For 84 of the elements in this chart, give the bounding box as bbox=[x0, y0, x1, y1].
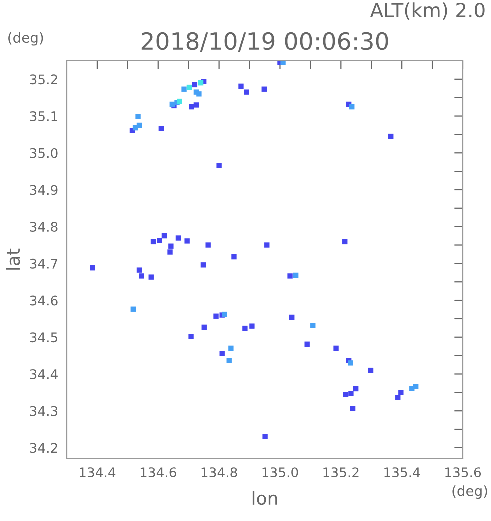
y-tick-label: 34.4 bbox=[30, 369, 58, 380]
point bbox=[182, 86, 187, 92]
point bbox=[196, 92, 202, 97]
point bbox=[290, 314, 295, 320]
point bbox=[136, 268, 142, 273]
x-tick-label: 135.4 bbox=[384, 468, 420, 478]
point bbox=[350, 406, 356, 412]
point bbox=[189, 104, 194, 110]
point bbox=[244, 90, 250, 95]
point bbox=[136, 114, 141, 120]
y-tick-label: 34.5 bbox=[30, 332, 58, 343]
x-tick-label: 135.2 bbox=[324, 468, 359, 478]
point bbox=[228, 346, 234, 352]
point bbox=[200, 262, 206, 268]
point bbox=[194, 102, 200, 108]
point bbox=[310, 322, 316, 328]
point bbox=[168, 244, 174, 249]
chart-title: 2018/10/19 00:06:30 bbox=[142, 32, 388, 52]
point bbox=[130, 306, 136, 312]
point bbox=[202, 324, 207, 330]
point bbox=[90, 266, 96, 271]
point bbox=[139, 274, 144, 279]
point bbox=[216, 163, 222, 168]
point bbox=[242, 326, 248, 332]
y-tick-label: 34.6 bbox=[30, 296, 58, 306]
y-tick-label: 34.9 bbox=[30, 185, 58, 196]
point bbox=[342, 239, 348, 245]
point bbox=[158, 126, 164, 132]
text: (deg) bbox=[8, 32, 44, 46]
point bbox=[226, 358, 232, 364]
point bbox=[398, 390, 404, 396]
point bbox=[334, 346, 339, 352]
x-tick-label: 134.8 bbox=[202, 468, 238, 478]
point bbox=[220, 351, 225, 356]
x-tick-label: 135.6 bbox=[446, 468, 482, 478]
point bbox=[288, 274, 293, 279]
point bbox=[184, 238, 190, 244]
point bbox=[177, 98, 182, 104]
x-tick-label: 134.4 bbox=[80, 468, 116, 478]
point bbox=[148, 274, 154, 280]
y-tick-label: 35.2 bbox=[30, 74, 58, 85]
point bbox=[348, 360, 354, 366]
point bbox=[250, 324, 255, 329]
point bbox=[157, 238, 163, 244]
point bbox=[413, 384, 419, 390]
y-tick-label: 34.3 bbox=[30, 406, 58, 416]
point bbox=[162, 233, 168, 239]
x-tick-label: 134.6 bbox=[140, 468, 176, 478]
point bbox=[343, 392, 349, 398]
point bbox=[280, 61, 286, 66]
text: (deg) bbox=[452, 486, 488, 500]
x-axis-title: lon bbox=[252, 491, 278, 506]
point bbox=[188, 334, 194, 340]
y-tick-label: 34.7 bbox=[30, 258, 58, 269]
y-tick-label: 34.2 bbox=[30, 443, 58, 454]
point bbox=[348, 391, 354, 396]
y-axis-title: lat bbox=[6, 248, 20, 270]
point bbox=[388, 134, 394, 140]
point bbox=[353, 386, 359, 392]
point bbox=[396, 395, 401, 400]
y-tick-label: 34.8 bbox=[30, 222, 58, 232]
point bbox=[262, 86, 267, 92]
point bbox=[150, 239, 156, 245]
point bbox=[198, 80, 204, 86]
point bbox=[186, 84, 192, 90]
point bbox=[132, 125, 138, 131]
point bbox=[304, 342, 310, 347]
point bbox=[262, 434, 268, 440]
point bbox=[368, 368, 374, 374]
point bbox=[238, 84, 244, 90]
x-tick-label: 135.0 bbox=[262, 468, 298, 478]
point bbox=[176, 236, 182, 241]
point bbox=[232, 254, 237, 260]
point bbox=[214, 314, 219, 319]
y-tick-label: 35.0 bbox=[30, 148, 58, 158]
y-tick-label: 35.1 bbox=[30, 112, 58, 122]
chart-subtitle: ALT(km) 2.0 bbox=[370, 2, 485, 20]
point bbox=[168, 250, 173, 255]
point bbox=[293, 272, 299, 278]
point bbox=[206, 242, 211, 248]
point bbox=[264, 242, 270, 248]
point bbox=[350, 104, 355, 110]
point bbox=[192, 82, 198, 88]
point bbox=[222, 312, 228, 318]
